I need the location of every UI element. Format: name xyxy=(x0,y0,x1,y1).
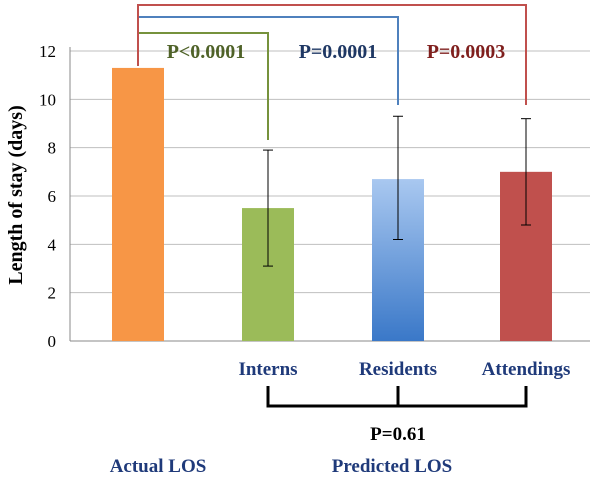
bars xyxy=(112,67,552,342)
group-label-predicted: Predicted LOS xyxy=(332,456,453,477)
comparison-bracket xyxy=(137,4,527,105)
x-tick-label: Interns xyxy=(238,359,297,380)
comparison-p-value: P=0.0001 xyxy=(299,41,378,63)
bar xyxy=(112,67,164,342)
y-tick-label: 10 xyxy=(39,90,56,109)
y-axis-label: Length of stay (days) xyxy=(5,105,27,284)
comparison-p-value: P<0.0001 xyxy=(167,41,246,63)
labels: 0 2 4 6 8 10 12 Interns Residents Attendings P<0.0… xyxy=(39,41,570,445)
comparison-brackets xyxy=(137,4,528,408)
y-tick-label: 8 xyxy=(48,139,57,158)
y-tick-label: 4 xyxy=(48,235,57,254)
x-tick-label: Attendings xyxy=(482,359,571,380)
y-tick-label: 12 xyxy=(39,42,56,61)
predicted-p-value: P=0.61 xyxy=(370,424,426,445)
group-label-actual: Actual LOS xyxy=(110,456,207,477)
comparison-p-value: P=0.0003 xyxy=(427,41,506,63)
y-tick-label: 0 xyxy=(48,332,57,351)
x-tick-label: Residents xyxy=(359,359,437,380)
y-tick-label: 6 xyxy=(48,187,57,206)
y-tick-label: 2 xyxy=(48,284,57,303)
